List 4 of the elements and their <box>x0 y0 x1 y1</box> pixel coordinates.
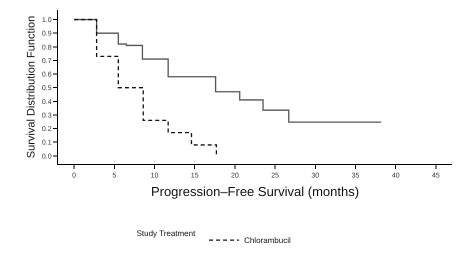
legend-label: Chlorambucil <box>244 236 291 246</box>
y-axis-title: Survival Distribution Function <box>26 16 38 158</box>
x-axis-title: Progression–Free Survival (months) <box>150 184 360 199</box>
legend-title: Study Treatment <box>136 229 196 238</box>
